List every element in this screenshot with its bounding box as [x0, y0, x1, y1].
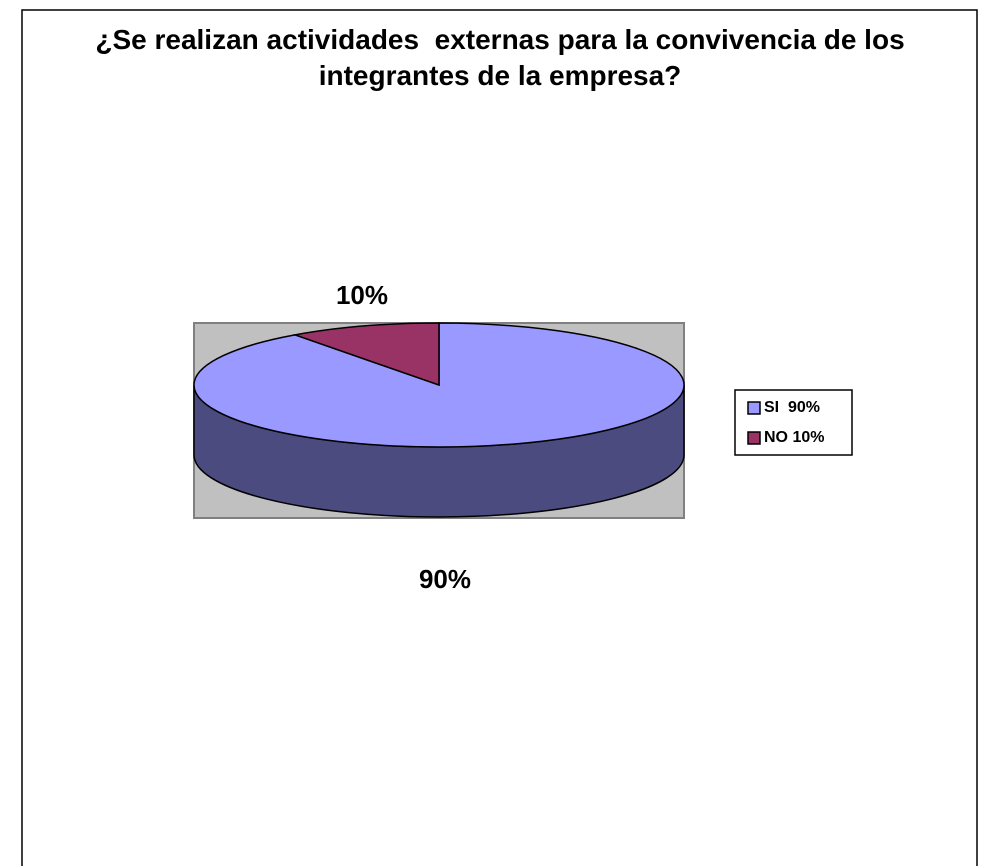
chart-title: ¿Se realizan actividades externas para l…	[95, 24, 913, 91]
legend-label: SI 90%	[764, 399, 820, 416]
data-label: 90%	[419, 564, 471, 594]
legend-label: NO 10%	[764, 429, 824, 446]
pie-slice	[292, 322, 440, 387]
legend-swatch	[747, 401, 761, 415]
legend-swatch	[747, 431, 761, 445]
pie-slice	[193, 322, 685, 448]
data-label: 10%	[336, 280, 388, 310]
